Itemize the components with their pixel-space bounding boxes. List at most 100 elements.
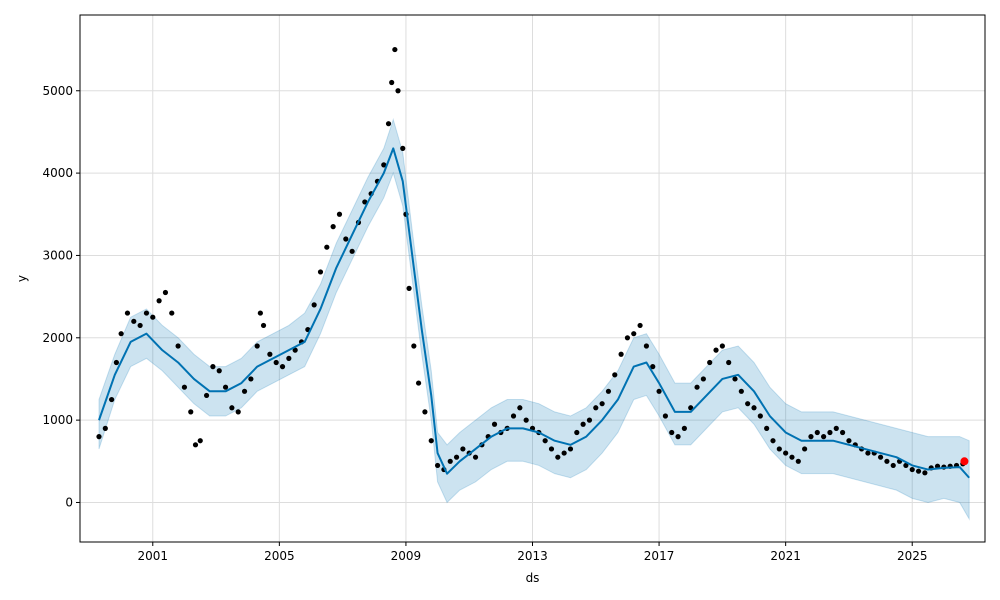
observed-point [175,343,181,349]
observed-point [257,310,263,316]
observed-point [385,121,392,127]
observed-point [669,429,675,436]
observed-point [612,372,618,378]
observed-point [113,359,119,366]
observed-point [656,388,662,394]
observed-point [605,388,612,394]
observed-point [884,458,890,464]
observed-point [267,351,273,357]
observed-point [789,454,795,460]
observed-point [96,434,102,440]
observed-point [738,388,744,394]
observed-point [311,302,317,308]
observed-point [491,421,498,427]
observed-point [555,454,561,460]
observed-point [241,388,248,394]
y-tick-label: 1000 [42,413,73,427]
observed-point [681,425,687,431]
observed-point [510,413,517,419]
observed-point [428,438,434,444]
uncertainty-band-area [98,117,970,521]
observed-point [783,450,789,456]
observed-point [203,392,210,399]
observed-point [700,376,706,382]
observed-point [713,347,719,353]
observed-point [624,335,631,341]
observed-point [229,405,235,411]
y-axis-label: y [15,275,29,282]
observed-point [707,359,713,366]
y-tick-label: 4000 [42,166,73,180]
observed-point [472,454,479,460]
observed-point [915,468,922,474]
observed-point [453,454,460,460]
observed-point [102,425,108,431]
observed-point [840,429,846,436]
observed-point [422,409,428,415]
uncertainty-band [98,117,970,521]
x-tick-label: 2005 [264,549,295,563]
observed-point [317,269,324,275]
observed-point [362,199,368,205]
observed-point [694,384,700,390]
observed-point [216,368,222,374]
observed-point [406,285,412,291]
observed-point [197,438,203,444]
observed-point [292,347,298,353]
observed-point [877,454,884,460]
x-tick-label: 2021 [770,549,801,563]
observed-point [415,380,422,386]
observed-point [395,88,401,94]
grid-lines [80,15,985,542]
observed-point [162,289,169,296]
observed-point [400,145,406,151]
x-tick-label: 2009 [391,549,422,563]
observed-point [580,421,586,427]
observed-point [903,462,909,469]
observed-point [248,376,254,382]
observed-point [593,405,599,411]
observed-point [324,244,330,250]
observed-point [389,79,395,86]
observed-point [865,450,871,456]
observed-point [561,450,567,456]
observed-point [137,322,143,329]
observed-point [567,446,574,452]
observed-point [181,384,188,390]
observed-point [523,417,529,423]
observed-point [631,331,637,337]
forecast-line [98,147,970,479]
observed-point [260,322,267,329]
observed-point [833,425,839,431]
observed-point [890,462,896,469]
observed-point [808,434,814,440]
y-tick-label: 5000 [42,84,73,98]
observed-point [188,409,194,415]
observed-point [392,46,398,53]
observed-point [751,405,757,411]
observed-point [618,351,624,357]
observed-point [109,396,115,403]
observed-point [330,224,336,230]
observed-point [235,409,241,415]
y-tick-label: 2000 [42,331,73,345]
observed-point [586,417,593,423]
observed-point [273,359,279,366]
observed-point [662,413,669,419]
observed-point [745,401,751,407]
x-tick-label: 2025 [897,549,928,563]
x-axis-ticks: 2001 2005 2009 2013 2017 2021 2025 [138,542,928,563]
observed-point [688,405,694,411]
observed-point [821,434,827,440]
observed-point [846,438,852,444]
observed-point [764,425,770,431]
observed-point [802,446,808,452]
y-tick-label: 3000 [42,248,73,262]
observed-point [150,314,156,320]
observed-point [210,364,216,370]
observed-point [719,343,725,349]
observed-points [96,46,966,476]
observed-point [131,318,137,324]
observed-point [776,446,782,452]
